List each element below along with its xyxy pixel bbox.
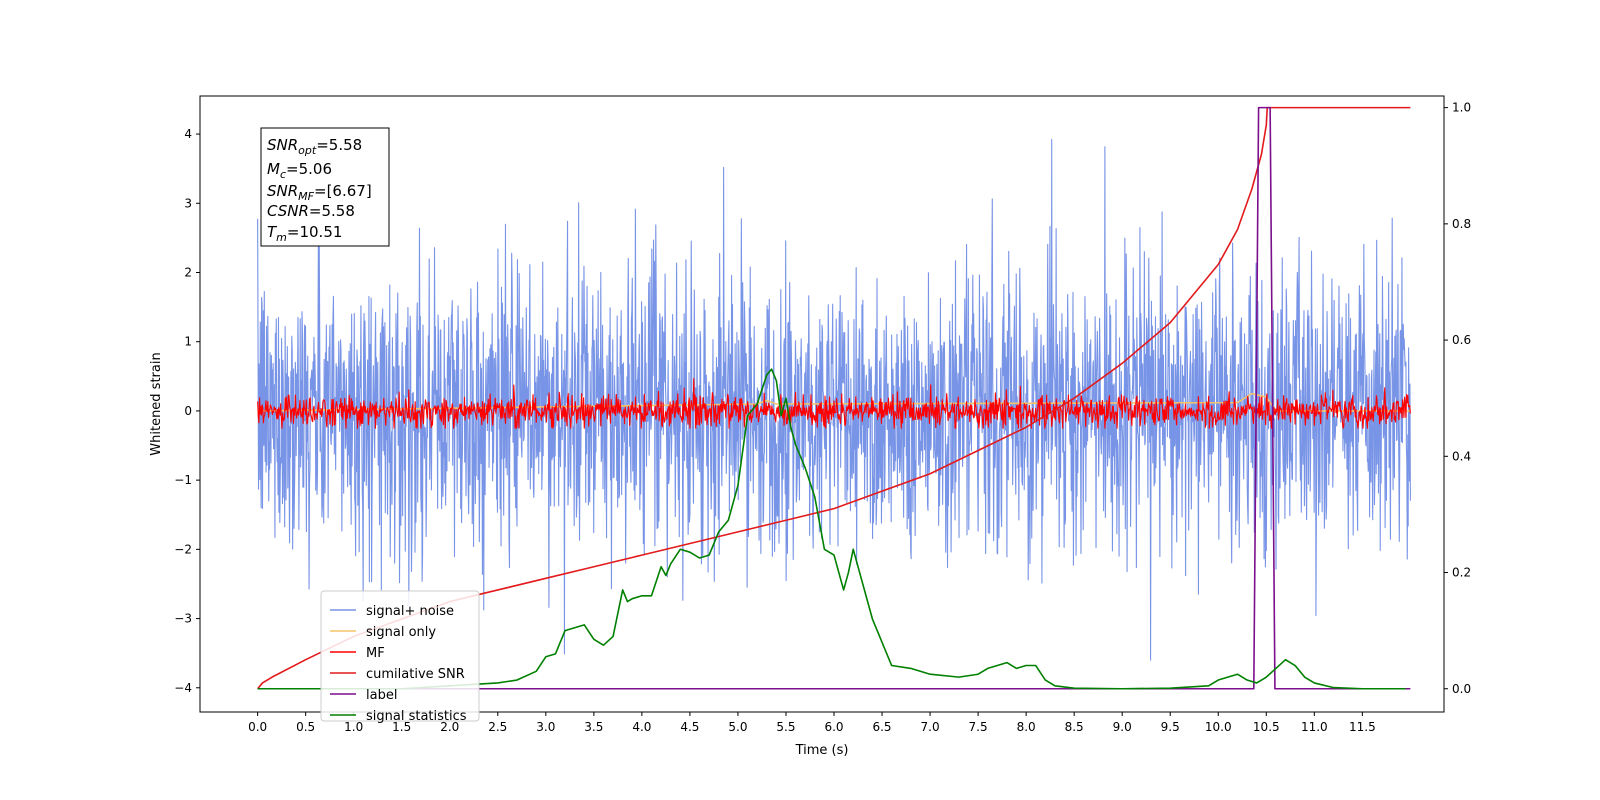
annotation-snr-mf: SNRMF=[6.67] [267, 182, 372, 203]
annotation-mc-value: 5.06 [299, 160, 332, 178]
y2-tick-label: 1.0 [1452, 101, 1471, 115]
series-mf [257, 378, 1411, 429]
x-tick-label: 1.0 [344, 720, 363, 734]
x-tick-label: 9.0 [1113, 720, 1132, 734]
x-tick-label: 6.5 [872, 720, 891, 734]
x-tick-label: 4.5 [680, 720, 699, 734]
legend-label-signal-statistics: signal statistics [366, 709, 467, 724]
annotation-tm-value: 10.51 [299, 223, 342, 241]
y2-tick-label: 0.8 [1452, 217, 1471, 231]
annotation-csnr: CSNR=5.58 [267, 202, 355, 220]
annotation-snr-opt: SNRopt=5.58 [267, 136, 362, 157]
x-tick-label: 0.0 [248, 720, 267, 734]
x-tick-label: 10.5 [1253, 720, 1280, 734]
annotation-snr-opt-value: 5.58 [329, 136, 362, 154]
legend-label-signal-only: signal only [366, 625, 436, 640]
y-tick-label: 0 [184, 404, 192, 418]
y-tick-label: 2 [184, 265, 192, 279]
x-tick-label: 11.5 [1349, 720, 1376, 734]
annotation-tm: Tm=10.51 [267, 223, 342, 244]
legend-label-signal-noise: signal+ noise [366, 604, 454, 619]
annotation-snr-mf-value: [6.67] [327, 182, 372, 200]
x-tick-label: 8.0 [1017, 720, 1036, 734]
annotation-frame [260, 127, 390, 247]
y-axis-label: Whitened strain [149, 352, 164, 455]
x-tick-label: 6.0 [824, 720, 843, 734]
x-tick-label: 3.0 [536, 720, 555, 734]
legend-frame [320, 590, 480, 722]
y2-tick-label: 0.2 [1452, 566, 1471, 580]
x-axis-label: Time (s) [795, 743, 849, 758]
x-axis: 0.0 0.5 1.0 1.5 2.0 2.5 3.0 3.5 4.0 4.5 5.0 5.5 6.0 6… [248, 712, 1376, 734]
y-tick-label: −4 [174, 681, 192, 695]
x-tick-label: 8.5 [1065, 720, 1084, 734]
series-signal-noise [257, 138, 1411, 661]
legend-label-label: label [366, 688, 397, 703]
annotation-mc: Mc=5.06 [267, 160, 332, 181]
legend-entries: signal+ noise signal only MF cumilative SNR… [330, 604, 467, 724]
x-tick-label: 7.5 [969, 720, 988, 734]
y-axis-right: 0.0 0.2 0.4 0.6 0.8 1.0 [1444, 101, 1471, 696]
x-tick-label: 7.0 [921, 720, 940, 734]
y-tick-label: 4 [184, 127, 192, 141]
x-tick-label: 11.0 [1301, 720, 1328, 734]
y-tick-label: 3 [184, 196, 192, 210]
x-tick-label: 10.0 [1205, 720, 1232, 734]
x-tick-label: 4.0 [632, 720, 651, 734]
legend-label-mf: MF [366, 646, 385, 661]
y2-tick-label: 0.4 [1452, 449, 1471, 463]
y2-tick-label: 0.6 [1452, 333, 1471, 347]
annotation-box: SNRopt=5.58 Mc=5.06 SNRMF=[6.67] CSNR=5.… [260, 127, 390, 247]
x-tick-label: 9.5 [1161, 720, 1180, 734]
x-tick-label: 0.5 [296, 720, 315, 734]
x-tick-label: 5.5 [776, 720, 795, 734]
x-tick-label: 5.0 [728, 720, 747, 734]
y-tick-label: 1 [184, 335, 192, 349]
annotation-csnr-value: 5.58 [322, 202, 355, 220]
legend: signal+ noise signal only MF cumilative SNR… [320, 590, 480, 724]
y-tick-label: −3 [174, 612, 192, 626]
y2-tick-label: 0.0 [1452, 682, 1471, 696]
x-tick-label: 1.5 [392, 720, 411, 734]
series-signal-statistics [257, 368, 1406, 690]
plot-frame [199, 95, 1445, 713]
x-tick-label: 3.5 [584, 720, 603, 734]
y-tick-label: −1 [174, 473, 192, 487]
y-tick-label: −2 [174, 542, 192, 556]
x-tick-label: 2.5 [488, 720, 507, 734]
legend-label-cumilative-snr: cumilative SNR [366, 667, 465, 682]
y-axis-left: −4 −3 −2 −1 0 1 2 3 4 [174, 127, 200, 695]
x-tick-label: 2.0 [440, 720, 459, 734]
